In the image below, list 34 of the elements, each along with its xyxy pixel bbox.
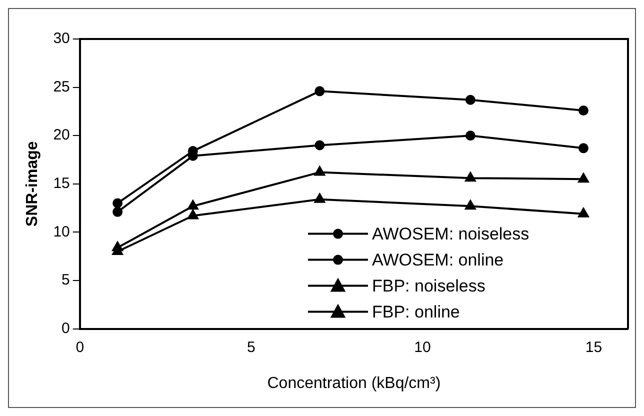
point xyxy=(187,209,199,220)
point xyxy=(187,200,199,210)
legend-label: FBP: noiseless xyxy=(372,276,486,296)
y-tick-label: 0 xyxy=(62,320,70,337)
legend-label: AWOSEM: online xyxy=(372,250,504,270)
point xyxy=(314,166,326,176)
point xyxy=(112,198,123,208)
y-tick-label: 15 xyxy=(53,175,70,192)
x-tick-label: 15 xyxy=(585,338,602,356)
y-tick-label: 30 xyxy=(53,30,70,48)
legend-label: AWOSEM: noiseless xyxy=(372,224,530,244)
point xyxy=(314,86,325,96)
point xyxy=(578,105,588,116)
point xyxy=(465,94,476,105)
x-tick-label: 5 xyxy=(247,338,256,356)
y-axis-title: SNR-image xyxy=(24,141,42,227)
y-tick-label: 5 xyxy=(62,272,70,289)
y-tick-label: 25 xyxy=(53,78,70,96)
point xyxy=(112,241,124,252)
x-axis-title: Concentration (kBq/cm³) xyxy=(267,374,441,392)
point xyxy=(578,143,588,154)
point xyxy=(464,172,476,182)
x-tick-label: 0 xyxy=(76,338,84,356)
point xyxy=(464,200,476,210)
y-tick-label: 10 xyxy=(53,223,70,240)
y-tick-label: 20 xyxy=(53,126,70,144)
point xyxy=(578,207,590,218)
x-tick-label: 10 xyxy=(414,338,431,356)
point xyxy=(465,130,476,141)
point xyxy=(578,172,590,183)
point xyxy=(314,192,326,203)
point xyxy=(314,140,325,150)
legend-label: FBP: online xyxy=(372,302,460,322)
point xyxy=(112,206,123,217)
